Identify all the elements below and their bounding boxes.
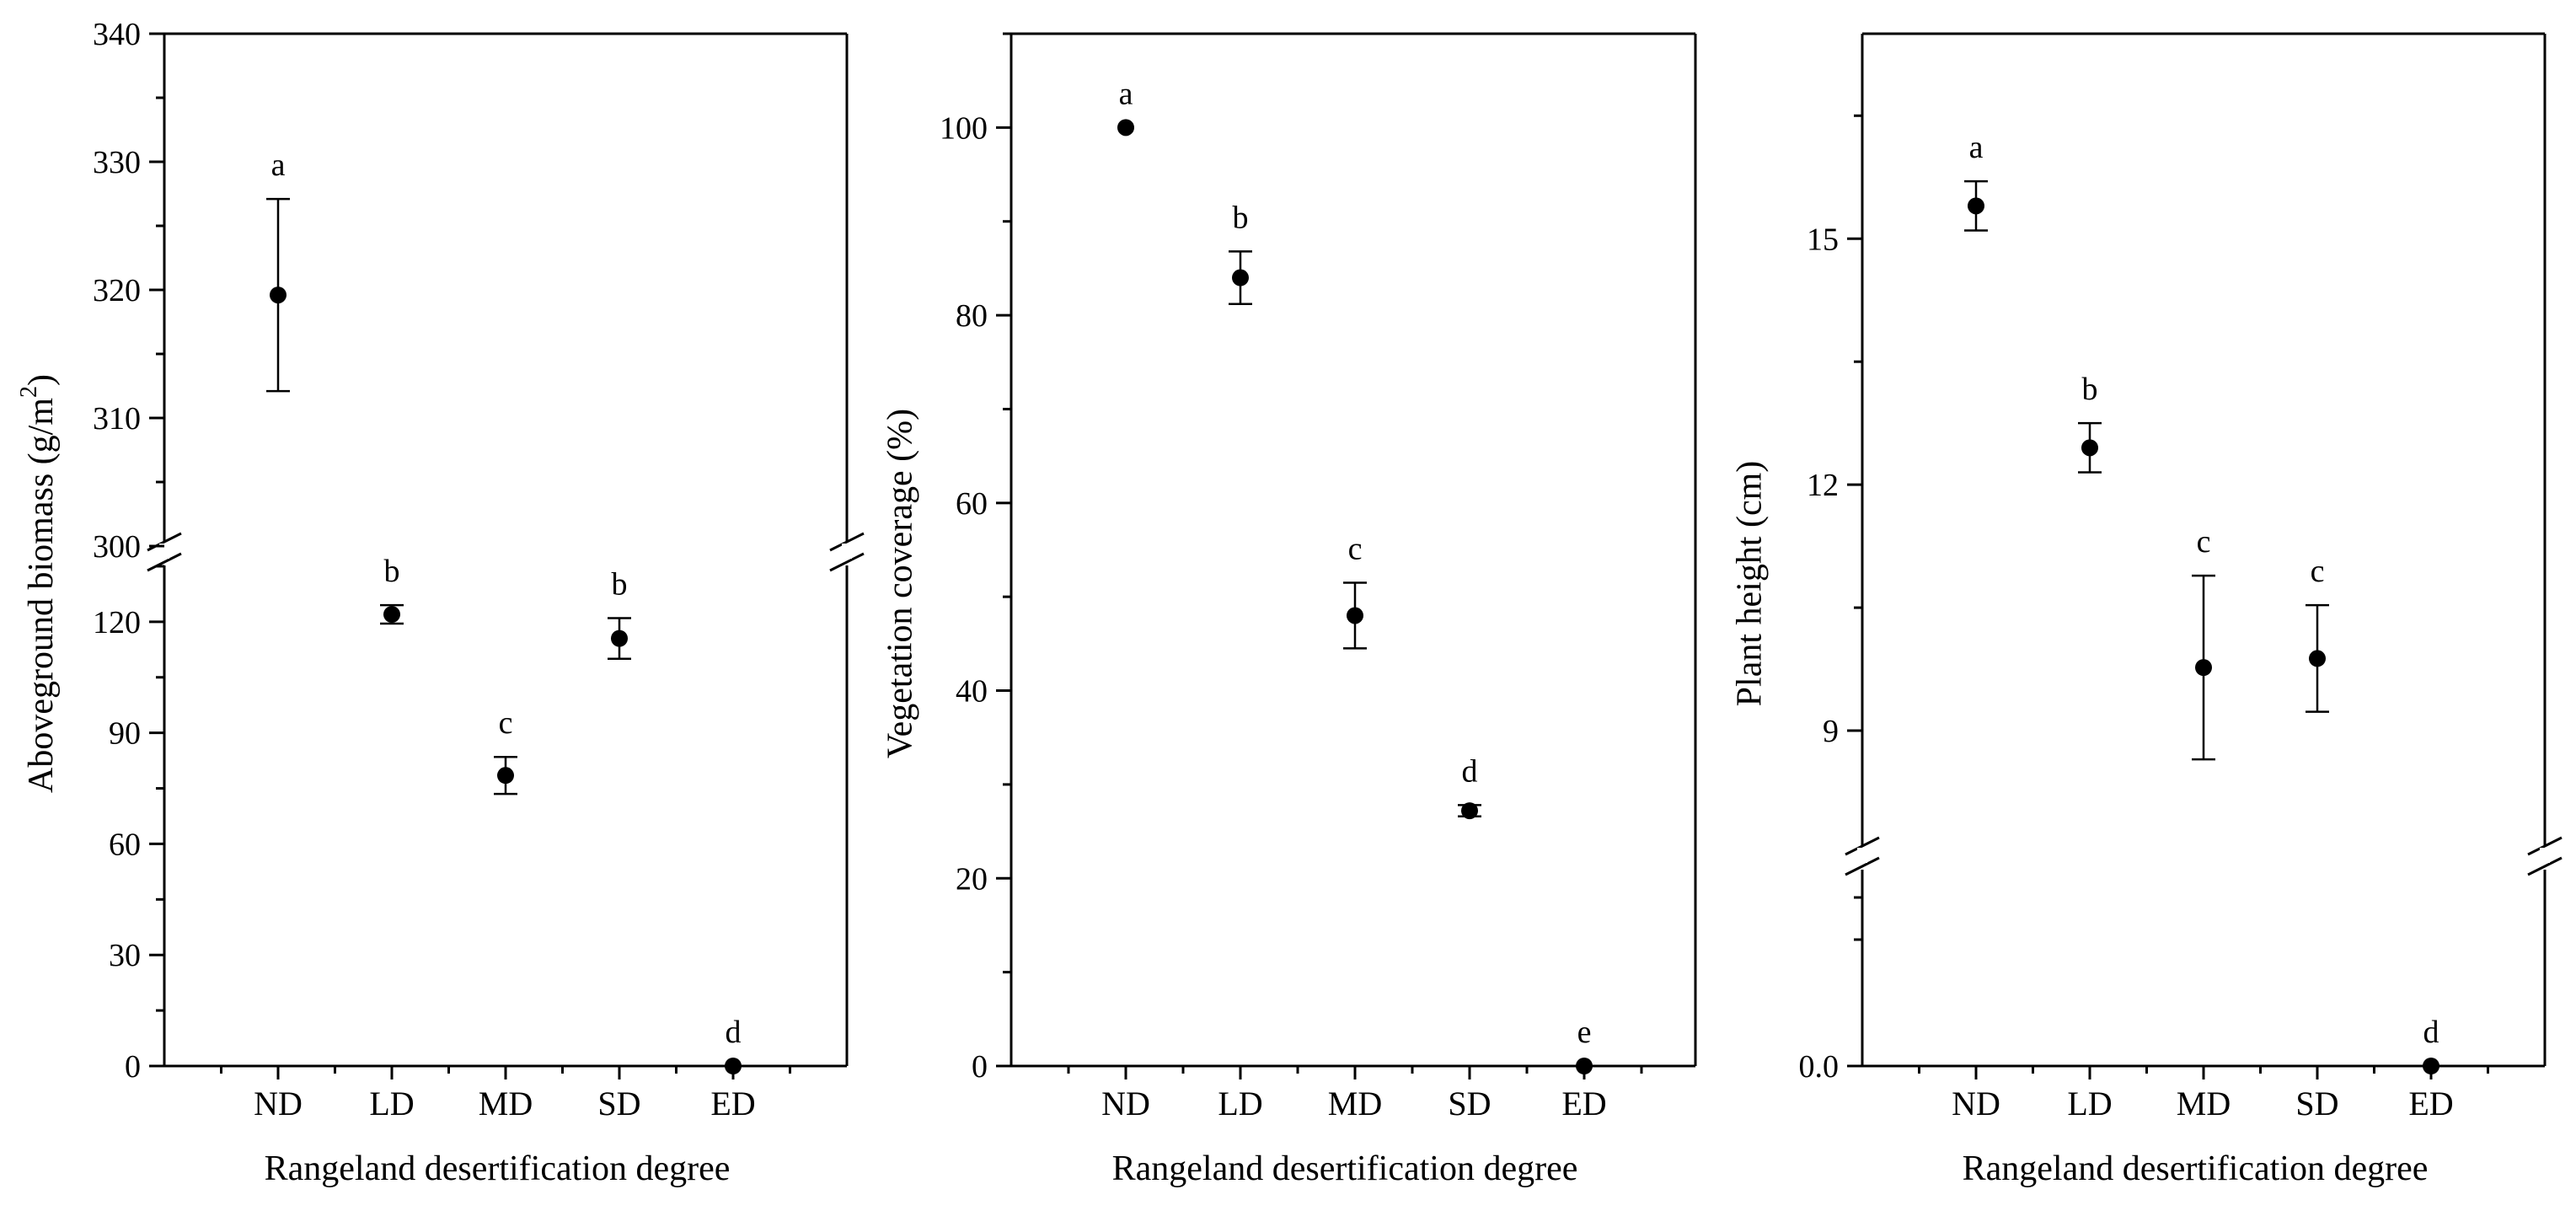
x-tick-label: ND: [1101, 1085, 1150, 1122]
y-axis-title-superscript: 2: [16, 386, 42, 398]
y-axis-title: Plant height (cm): [1731, 461, 1770, 707]
axis-break-mark: [1845, 856, 1880, 876]
y-tick-label: 12: [1807, 468, 1839, 503]
significance-letter: a: [271, 147, 286, 183]
axis-break-mark: [829, 552, 865, 572]
significance-letter: c: [2197, 524, 2211, 560]
axis-break-mark: [147, 552, 182, 572]
x-tick-label: SD: [597, 1085, 640, 1122]
data-point-ld: [2081, 439, 2098, 457]
x-tick-label: LD: [369, 1085, 414, 1122]
y-tick-label: 40: [956, 674, 988, 710]
significance-letter: b: [1233, 200, 1249, 235]
x-tick-label: LD: [1218, 1085, 1262, 1122]
y-tick-label: 90: [109, 716, 141, 752]
y-tick-label: 0: [972, 1049, 988, 1085]
x-axis-title: Rangeland desertification degree: [265, 1149, 731, 1188]
x-axis-title: Rangeland desertification degree: [1963, 1149, 2429, 1188]
data-point-nd: [1117, 119, 1134, 137]
y-axis-title-part: Aboveground biomass (g/m: [22, 398, 61, 793]
significance-letter: c: [499, 705, 513, 741]
data-point-md: [1347, 607, 1363, 624]
data-point-ld: [383, 606, 400, 624]
significance-letter: a: [1119, 76, 1133, 111]
axis-break-mark: [1845, 836, 1880, 856]
y-tick-label: 15: [1807, 222, 1839, 257]
x-tick-label: ED: [2408, 1085, 2453, 1122]
y-axis-title: Vegetation coverage (%): [881, 409, 920, 758]
axis-break-mark: [147, 532, 182, 552]
significance-letter: e: [1577, 1015, 1592, 1050]
data-point-ld: [1232, 269, 1249, 287]
data-point-ed: [1576, 1058, 1593, 1074]
data-point-sd: [1461, 802, 1478, 820]
x-tick-label: ND: [1952, 1085, 2000, 1122]
x-tick-label: SD: [2295, 1085, 2338, 1122]
y-tick-label: 20: [956, 861, 988, 897]
x-tick-label: MD: [1328, 1085, 1382, 1122]
axis-break-gap: [2540, 848, 2550, 863]
data-point-nd: [270, 287, 287, 304]
significance-letter: b: [384, 554, 400, 589]
y-tick-label: 320: [93, 273, 141, 308]
y-tick-label: 80: [956, 298, 988, 334]
y-axis-title-part: ): [22, 374, 61, 386]
significance-letter: b: [2082, 372, 2098, 407]
y-tick-label: 310: [93, 401, 141, 437]
y-tick-label: 330: [93, 145, 141, 180]
axis-break-gap: [842, 544, 852, 559]
significance-letter: d: [2423, 1015, 2439, 1050]
x-axis-title: Rangeland desertification degree: [1112, 1149, 1578, 1188]
axis-break-mark: [2527, 856, 2563, 876]
y-tick-label: 60: [956, 486, 988, 522]
significance-letter: a: [1969, 130, 1984, 165]
y-tick-label: 340: [93, 17, 141, 52]
data-point-nd: [1968, 197, 1984, 215]
panel-2: 0 20 40 60 80 100 ND LD MD SD ED a b c d e Rangeland des…: [881, 32, 1697, 1188]
y-tick-label: 30: [109, 938, 141, 973]
panel-3: 0.0 9 12 15 ND LD MD SD ED a b c c d Rangeland deserti…: [1731, 32, 2563, 1188]
axis-break-gap: [1857, 848, 1867, 863]
y-tick-label: 0: [125, 1049, 141, 1085]
y-tick-label: 9: [1823, 714, 1839, 749]
y-tick-label: 60: [109, 827, 141, 862]
x-tick-label: SD: [1448, 1085, 1491, 1122]
x-tick-label: ED: [710, 1085, 755, 1122]
data-point-md: [497, 767, 514, 785]
axis-break-mark: [2527, 836, 2563, 856]
y-tick-label: 100: [940, 110, 988, 146]
data-point-ed: [725, 1058, 742, 1074]
significance-letter: d: [726, 1015, 742, 1050]
x-tick-label: LD: [2067, 1085, 2112, 1122]
axis-break-mark: [829, 532, 865, 552]
panel-1: 0 30 60 90 120 300 310 320 330 340 ND LD MD SD ED a b c b d…: [16, 17, 865, 1188]
significance-letter: d: [1462, 753, 1478, 789]
x-tick-label: ED: [1561, 1085, 1606, 1122]
y-axis-title: Aboveground biomass (g/m2): [16, 374, 61, 793]
x-tick-label: MD: [2177, 1085, 2231, 1122]
x-tick-label: ND: [254, 1085, 303, 1122]
y-tick-label: 120: [93, 605, 141, 640]
data-point-sd: [611, 629, 628, 647]
significance-letter: c: [1348, 531, 1363, 566]
x-tick-label: MD: [479, 1085, 533, 1122]
significance-letter: b: [612, 566, 628, 602]
data-point-md: [2195, 659, 2212, 677]
significance-letter: c: [2311, 554, 2325, 589]
y-tick-label: 300: [93, 529, 141, 565]
data-point-ed: [2423, 1058, 2439, 1074]
y-tick-label: 0.0: [1799, 1049, 1840, 1085]
data-point-sd: [2309, 650, 2326, 667]
